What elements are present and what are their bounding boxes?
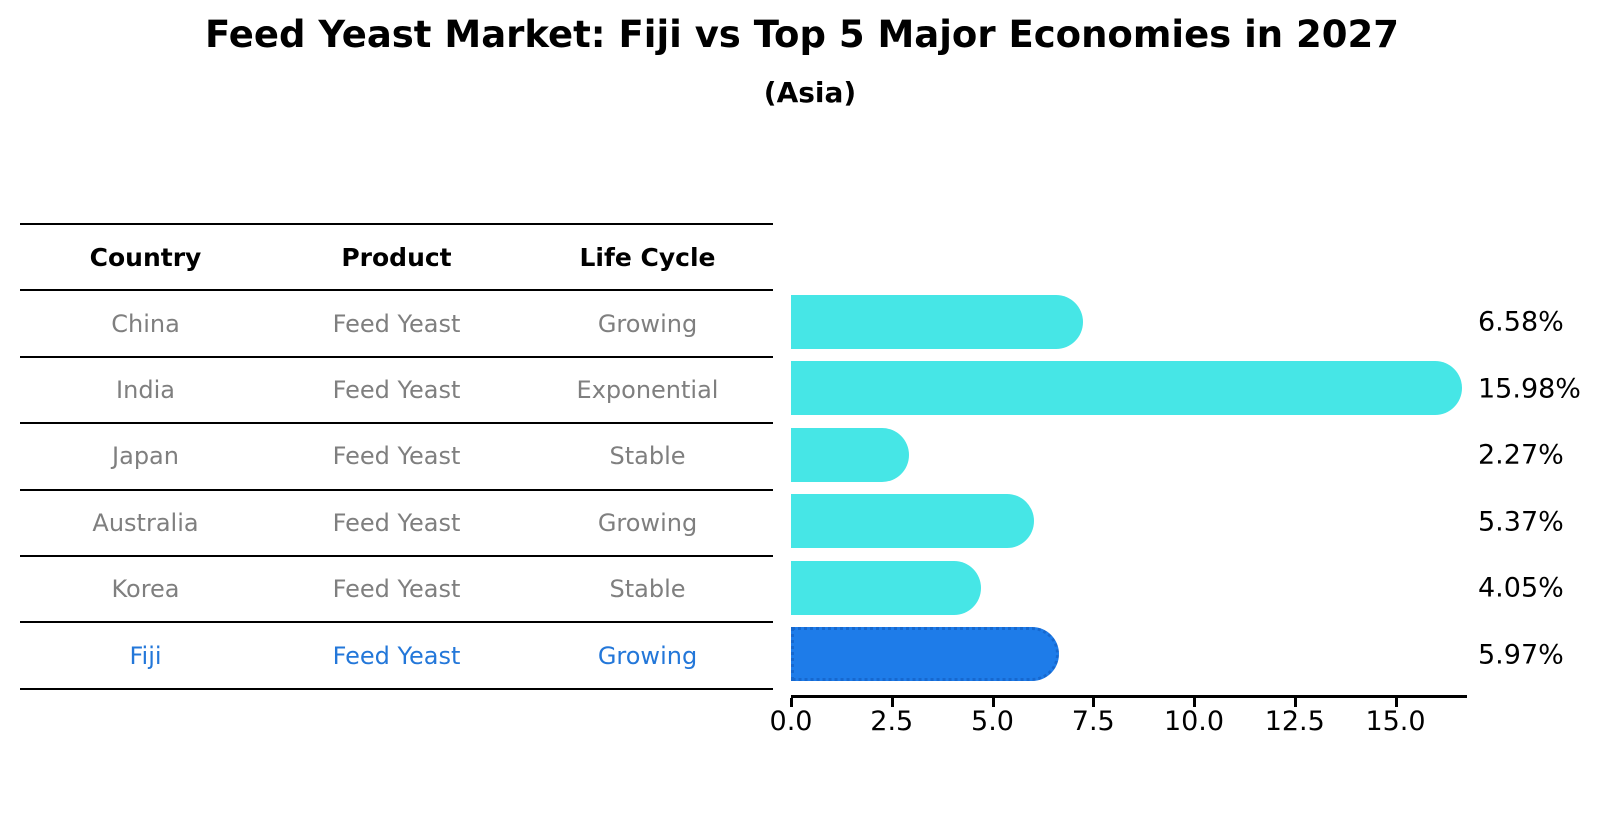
table-row-japan: Japan Feed Yeast Stable [20,424,773,491]
country-table: Country Product Life Cycle China Feed Yeast G… [20,223,773,690]
bar-australia [791,494,1035,549]
bar-japan [791,427,910,482]
table-cell-product: Feed Yeast [332,309,461,338]
x-axis-tick-label: 7.5 [1071,706,1115,737]
table-row-fiji: Fiji Feed Yeast Growing [20,623,773,690]
bar-highlighted-fiji [791,627,1059,682]
table-cell-life-cycle: Exponential [576,375,719,404]
table-cell-product: Feed Yeast [332,442,461,471]
x-axis-tick [1193,698,1196,707]
bar-india [791,361,1462,416]
table-cell-life-cycle: Stable [609,442,686,471]
x-axis-tick [790,698,793,707]
table-cell-country: Japan [112,442,179,471]
table-cell-country: India [116,375,175,404]
table-cell-product: Feed Yeast [332,375,461,404]
table-cell-life-cycle: Growing [597,641,698,670]
value-label-china: 6.58% [1478,306,1564,338]
x-axis-tick-label: 5.0 [971,706,1014,737]
page-title: Feed Yeast Market: Fiji vs Top 5 Major E… [205,13,1399,56]
x-axis-tick [1092,698,1096,707]
x-axis-tick-label: 10.0 [1163,706,1225,737]
table-cell-life-cycle: Growing [597,309,698,338]
column-header: Product [341,242,452,272]
table-cell-product: Feed Yeast [332,641,461,670]
table-row-australia: Australia Feed Yeast Growing [20,491,773,557]
x-axis-tick-label: 15.0 [1365,706,1426,737]
table-row-korea: Korea Feed Yeast Stable [20,557,773,624]
x-axis-tick [1394,698,1398,707]
bar-china [791,294,1084,349]
table-cell-life-cycle: Growing [597,508,698,537]
x-axis-tick [1293,698,1297,707]
column-header: Country [89,242,202,272]
x-axis-tick [890,698,894,707]
table-cell-life-cycle: Stable [609,575,686,604]
table-cell-country: China [111,309,180,338]
bar-korea [791,560,982,615]
x-axis-tick-label: 2.5 [870,706,914,737]
x-axis-tick [991,698,995,707]
value-label-australia: 5.37% [1478,506,1564,538]
table-cell-country: Fiji [129,641,162,670]
bar-chart: 6.58% 15.98% 2.27% 5.37% 4.05% 5.97% 0.0 2.5 5.0… [770,289,1604,759]
table-cell-country: Australia [92,508,199,537]
page-subtitle: (Asia) [763,76,857,109]
x-axis-tick-label: 0.0 [769,706,813,737]
x-axis-tick-label: 12.5 [1264,706,1325,737]
table-cell-product: Feed Yeast [332,508,461,537]
x-axis-line [791,695,1467,698]
table-cell-product: Feed Yeast [332,575,461,604]
table-row-india: India Feed Yeast Exponential [20,358,773,425]
table-row-china: China Feed Yeast Growing [20,291,773,358]
value-label-india: 15.98% [1478,373,1581,405]
table-cell-country: Korea [111,575,180,604]
value-label-japan: 2.27% [1478,439,1564,471]
table-header-row: Country Product Life Cycle [20,225,773,292]
value-label-fiji: 5.97% [1478,639,1564,671]
column-header: Life Cycle [579,242,716,272]
value-label-korea: 4.05% [1478,572,1564,604]
